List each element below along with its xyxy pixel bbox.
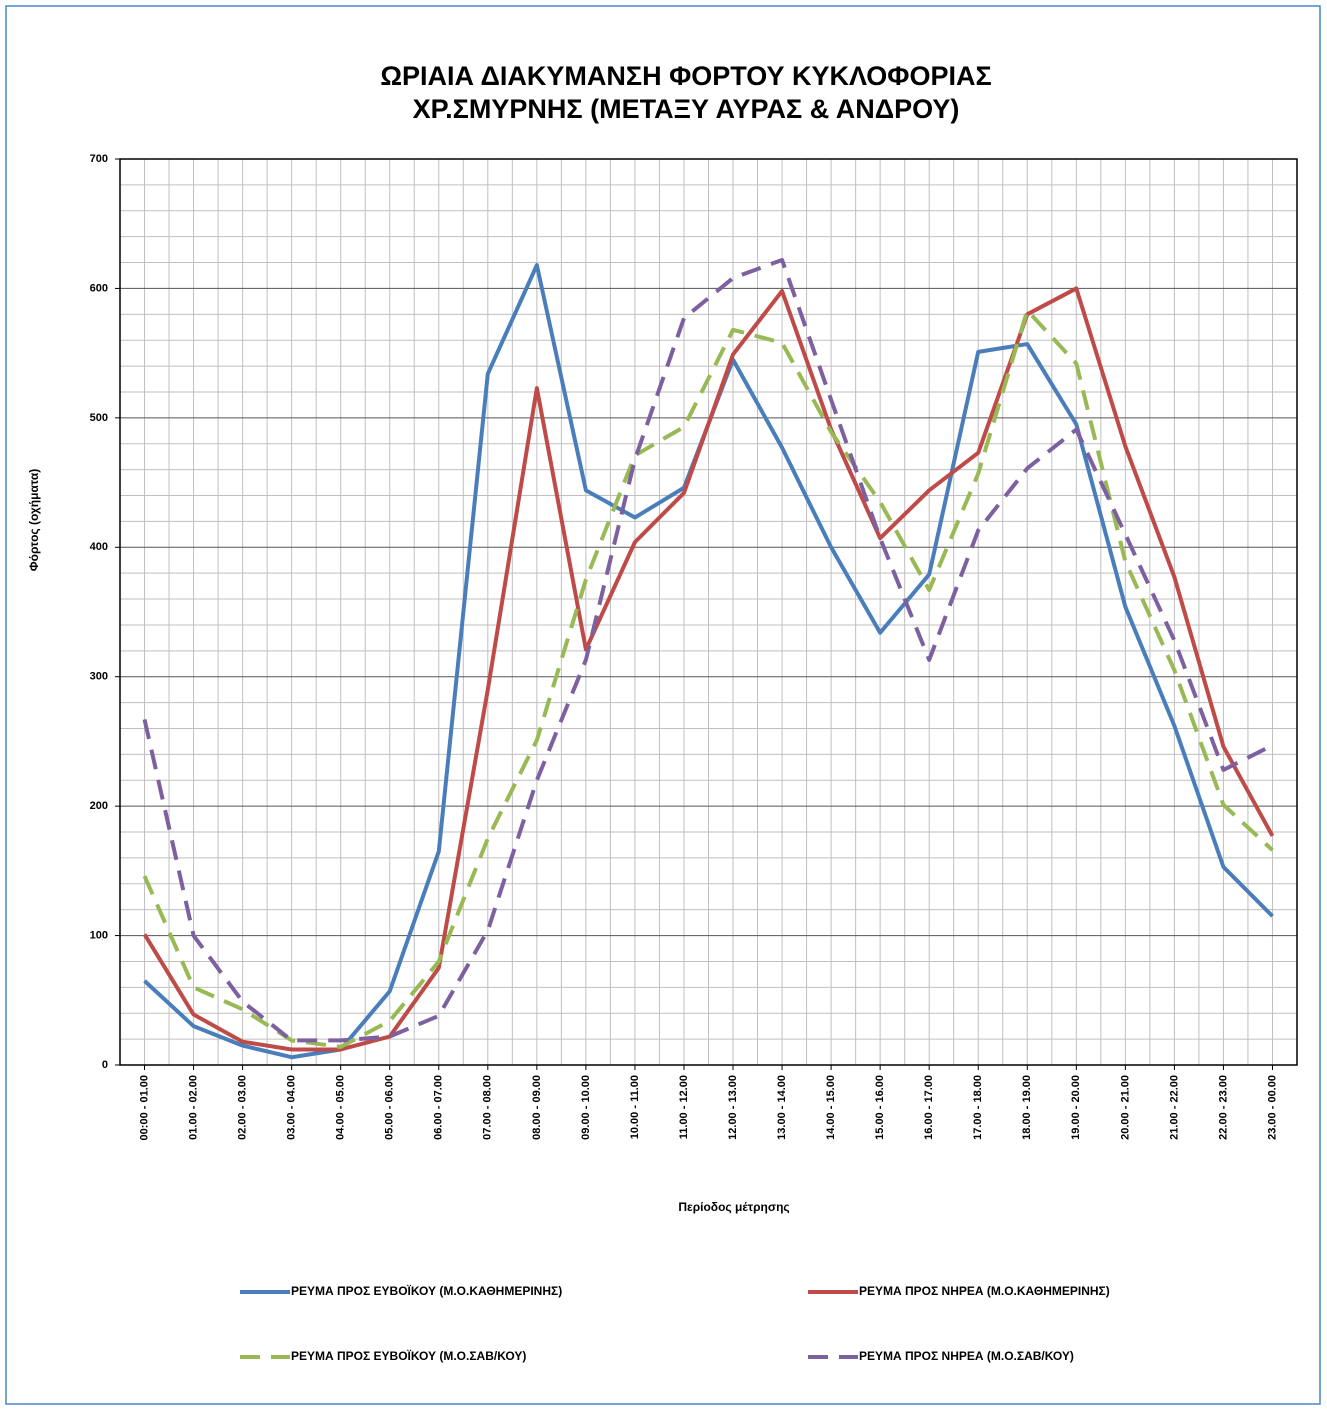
x-tick-label: 23.00 - 00.00 <box>1266 1075 1278 1140</box>
axes: 0 100 200 300 400 500 600 700 00:00 - 01.00 01.00… <box>90 153 1298 1140</box>
x-tick-label: 13.00 - 14.00 <box>776 1075 788 1140</box>
y-tick-label: 600 <box>90 282 108 294</box>
x-tick-label: 08.00 - 09.00 <box>531 1075 543 1140</box>
legend-label: ΡΕΥΜΑ ΠΡΟΣ ΕΥΒΟΪΚΟΥ (Μ.Ο.ΣΑΒ/ΚΟΥ) <box>291 1348 526 1363</box>
frame <box>5 5 1321 1405</box>
x-tick-label: 18.00 - 19.00 <box>1021 1075 1033 1140</box>
x-tick-label: 06.00 - 07.00 <box>433 1075 445 1140</box>
plot-border <box>119 158 1298 1066</box>
series-line <box>142 308 1274 1049</box>
x-tick-label: 14.00 - 15.00 <box>825 1075 837 1140</box>
x-tick-label: 12.00 - 13.00 <box>727 1075 739 1140</box>
x-tick-label: 22.00 - 23.00 <box>1217 1075 1229 1140</box>
x-tick-label: 04.00 - 05.00 <box>335 1075 347 1140</box>
x-tick-label: 21.00 - 22.00 <box>1168 1075 1180 1140</box>
chart-subtitle: ΧΡ.ΣΜΥΡΝΗΣ (ΜΕΤΑΞΥ ΑΥΡΑΣ & ΑΝΔΡΟΥ) <box>413 94 960 124</box>
x-tick-label: 10.00 - 11.00 <box>629 1075 641 1139</box>
x-tick-label: 00:00 - 01.00 <box>138 1075 150 1140</box>
x-tick-label: 15.00 - 16.00 <box>874 1075 886 1140</box>
legend-label: ΡΕΥΜΑ ΠΡΟΣ ΝΗΡΕΑ (Μ.Ο.ΚΑΘΗΜΕΡΙΝΗΣ) <box>859 1284 1110 1298</box>
y-axis-label: Φόρτος (οχήματα) <box>27 469 41 571</box>
x-tick-label: 09.00 - 10.00 <box>580 1075 592 1140</box>
chart-title: ΩΡΙΑΙΑ ΔΙΑΚΥΜΑΝΣΗ ΦΟΡΤΟΥ ΚΥΚΛΟΦΟΡΙΑΣ <box>380 61 991 91</box>
x-tick-label: 05.00 - 06.00 <box>384 1075 396 1140</box>
x-tick-label: 20.00 - 21.00 <box>1119 1075 1131 1140</box>
x-tick-label: 16.00 - 17.00 <box>923 1075 935 1140</box>
y-tick-label: 400 <box>90 541 108 553</box>
legend-label: ΡΕΥΜΑ ΠΡΟΣ ΝΗΡΕΑ (Μ.Ο.ΣΑΒ/ΚΟΥ) <box>859 1349 1074 1363</box>
x-tick-label: 19.00 - 20.00 <box>1070 1075 1082 1140</box>
y-tick-label: 100 <box>90 929 108 941</box>
y-tick-label: 700 <box>90 153 108 165</box>
x-tick-label: 11.00 - 12.00 <box>678 1075 690 1139</box>
x-tick-label: 07.00 - 08.00 <box>482 1075 494 1140</box>
y-tick-label: 500 <box>90 412 108 424</box>
y-tick-label: 200 <box>90 800 108 812</box>
series-line <box>142 286 1275 1052</box>
grid <box>120 158 1297 1066</box>
y-tick-label: 0 <box>102 1059 108 1071</box>
x-tick-label: 01.00 - 02.00 <box>187 1075 199 1140</box>
series-line <box>142 257 1274 1043</box>
x-tick-label: 03.00 - 04.00 <box>286 1075 298 1140</box>
lines <box>142 257 1275 1060</box>
x-tick-label: 17.00 - 18.00 <box>972 1075 984 1140</box>
y-tick-label: 300 <box>90 671 108 683</box>
legend-label: ΡΕΥΜΑ ΠΡΟΣ ΕΥΒΟΪΚΟΥ (Μ.Ο.ΚΑΘΗΜΕΡΙΝΗΣ) <box>291 1283 562 1298</box>
x-axis-label: Περίοδος μέτρησης <box>678 1200 789 1214</box>
x-tick-label: 02.00 - 03.00 <box>237 1075 249 1140</box>
legend: ΡΕΥΜΑ ΠΡΟΣ ΕΥΒΟΪΚΟΥ (Μ.Ο.ΚΑΘΗΜΕΡΙΝΗΣ) ΡΕΥ… <box>240 1283 1110 1363</box>
